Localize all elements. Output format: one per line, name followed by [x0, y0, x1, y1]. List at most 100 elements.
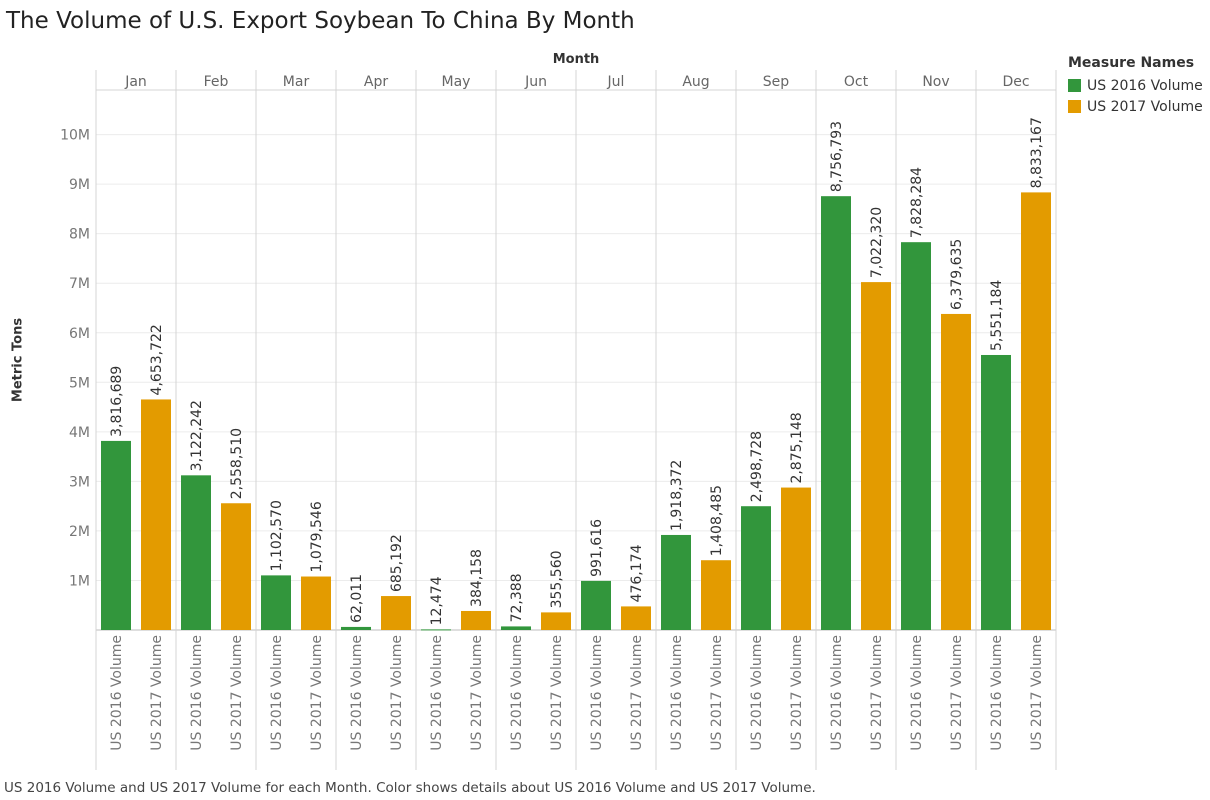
bar — [341, 626, 371, 630]
bar — [701, 560, 731, 630]
x-axis-header: Month — [552, 52, 600, 67]
x-tick-label: US 2016 Volume — [749, 635, 765, 751]
month-label: Sep — [763, 74, 790, 90]
y-tick-label: 1M — [69, 573, 90, 589]
x-tick-label: US 2017 Volume — [709, 635, 725, 751]
bar-value-label: 1,408,485 — [709, 485, 725, 556]
y-tick-label: 8M — [69, 227, 90, 243]
bar-value-label: 355,560 — [549, 550, 565, 608]
y-tick-label: 5M — [69, 375, 90, 391]
bar — [381, 596, 411, 630]
bar-value-label: 2,875,148 — [789, 412, 805, 483]
bar — [1021, 192, 1051, 630]
x-tick-label: US 2016 Volume — [509, 635, 525, 751]
month-label: Nov — [922, 74, 949, 90]
bar — [901, 242, 931, 630]
bar-value-label: 384,158 — [469, 549, 485, 607]
legend-item-us-2017[interactable]: US 2017 Volume — [1068, 96, 1203, 117]
bar-value-label: 72,388 — [509, 573, 525, 622]
bar-value-label: 685,192 — [389, 534, 405, 592]
legend-item-us-2016[interactable]: US 2016 Volume — [1068, 75, 1203, 96]
legend-swatch-us-2016 — [1068, 79, 1081, 92]
bar-value-label: 62,011 — [349, 574, 365, 623]
bar-value-label: 1,079,546 — [309, 501, 325, 572]
bar — [541, 612, 571, 630]
month-label: Aug — [682, 74, 709, 90]
x-tick-label: US 2017 Volume — [789, 635, 805, 751]
month-label: Feb — [204, 74, 229, 90]
bar-chart: 1M 2M 3M 4M 5M 6M 7M 8M 9M 10M Jan Feb Mar Apr May Jun J… — [60, 70, 1057, 770]
month-label: Jun — [524, 74, 547, 90]
x-tick-label: US 2017 Volume — [309, 635, 325, 751]
bar — [221, 503, 251, 630]
month-label: Jul — [607, 74, 625, 90]
bar — [941, 313, 971, 630]
bar — [741, 506, 771, 630]
bar — [261, 575, 291, 630]
x-tick-label: US 2017 Volume — [1029, 635, 1045, 751]
bar — [661, 534, 691, 630]
x-tick-label: US 2016 Volume — [589, 635, 605, 751]
y-tick-label: 3M — [69, 474, 90, 490]
x-tick-label: US 2017 Volume — [869, 635, 885, 751]
legend-title: Measure Names — [1068, 55, 1195, 71]
bar — [421, 629, 451, 631]
bar-value-label: 12,474 — [429, 576, 445, 625]
bar — [101, 440, 131, 630]
bar — [181, 475, 211, 630]
x-tick-label: US 2017 Volume — [229, 635, 245, 751]
bar-value-label: 7,022,320 — [869, 207, 885, 278]
bar — [621, 606, 651, 630]
bar-value-label: 5,551,184 — [989, 280, 1005, 351]
bar-value-label: 8,756,793 — [829, 121, 845, 192]
y-tick-label: 7M — [69, 276, 90, 292]
y-tick-label: 6M — [69, 326, 90, 342]
bar — [301, 576, 331, 630]
x-tick-label: US 2016 Volume — [989, 635, 1005, 751]
x-tick-label: US 2017 Volume — [389, 635, 405, 751]
month-label: Dec — [1002, 74, 1029, 90]
month-label: May — [442, 74, 471, 90]
x-tick-label: US 2016 Volume — [829, 635, 845, 751]
bar — [581, 580, 611, 630]
y-tick-label: 2M — [69, 524, 90, 540]
month-label: Oct — [844, 74, 869, 90]
bar-value-label: 4,653,722 — [149, 324, 165, 395]
x-tick-label: US 2017 Volume — [949, 635, 965, 751]
x-tick-label: US 2016 Volume — [669, 635, 685, 751]
bar — [141, 399, 171, 630]
month-label: Jan — [124, 74, 147, 90]
legend-label-us-2016: US 2016 Volume — [1087, 77, 1203, 94]
bar — [981, 354, 1011, 630]
bar-value-label: 2,558,510 — [229, 428, 245, 499]
legend-label-us-2017: US 2017 Volume — [1087, 98, 1203, 115]
y-tick-label: 9M — [69, 177, 90, 193]
x-tick-label: US 2017 Volume — [469, 635, 485, 751]
month-label: Apr — [364, 74, 388, 90]
bar — [461, 610, 491, 630]
chart-title: The Volume of U.S. Export Soybean To Chi… — [6, 8, 635, 34]
chart-caption: US 2016 Volume and US 2017 Volume for ea… — [4, 780, 816, 796]
bar-value-label: 3,816,689 — [109, 366, 125, 437]
x-tick-label: US 2016 Volume — [189, 635, 205, 751]
bar-value-label: 476,174 — [629, 544, 645, 602]
bar-value-label: 6,379,635 — [949, 239, 965, 310]
x-tick-label: US 2016 Volume — [269, 635, 285, 751]
legend: Measure Names US 2016 Volume US 2017 Vol… — [1068, 55, 1203, 117]
legend-swatch-us-2017 — [1068, 100, 1081, 113]
x-tick-label: US 2016 Volume — [909, 635, 925, 751]
x-tick-label: US 2017 Volume — [149, 635, 165, 751]
bar-value-label: 7,828,284 — [909, 167, 925, 238]
month-label: Mar — [283, 74, 310, 90]
bar — [821, 196, 851, 630]
bar-value-label: 991,616 — [589, 519, 605, 577]
bar-value-label: 2,498,728 — [749, 431, 765, 502]
bar-value-label: 8,833,167 — [1029, 117, 1045, 188]
bar-value-label: 1,102,570 — [269, 500, 285, 571]
x-tick-label: US 2016 Volume — [429, 635, 445, 751]
bar-value-label: 1,918,372 — [669, 460, 685, 531]
bar — [861, 282, 891, 630]
bar — [501, 626, 531, 630]
x-tick-label: US 2017 Volume — [629, 635, 645, 751]
x-tick-label: US 2016 Volume — [109, 635, 125, 751]
